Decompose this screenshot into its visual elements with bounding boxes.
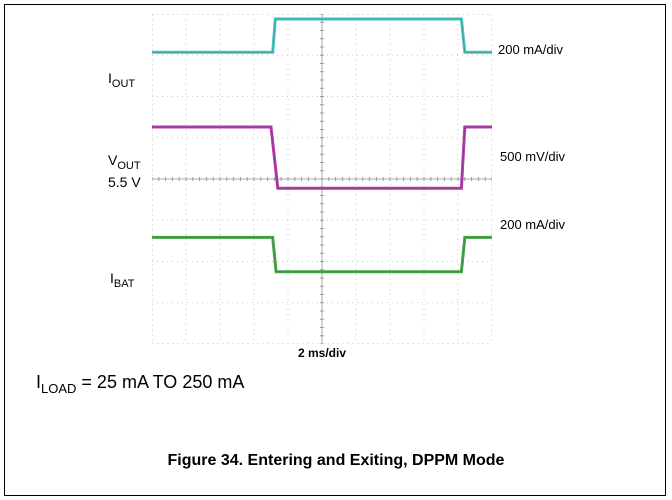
iout-label: IOUT — [108, 70, 136, 90]
oscilloscope-plot — [152, 14, 492, 344]
i-out-trace-noise — [152, 18, 492, 53]
vout-level-label: 5.5 V — [108, 174, 141, 190]
ibat-scale-label: 200 mA/div — [500, 217, 566, 232]
figure-caption: Figure 34. Entering and Exiting, DPPM Mo… — [167, 452, 505, 469]
i-out-trace — [152, 17, 492, 54]
figure-frame — [4, 4, 666, 496]
scope-traces — [152, 17, 492, 274]
i-bat-trace — [152, 235, 492, 274]
vout-label: VOUT — [108, 152, 141, 172]
i-bat-trace-noise — [152, 237, 492, 273]
timebase-label: 2 ms/div — [297, 346, 347, 360]
scope-grid — [152, 14, 492, 344]
iout-scale-label: 200 mA/div — [498, 42, 564, 57]
vout-scale-label: 500 mV/div — [500, 149, 566, 164]
ibat-label: IBAT — [110, 270, 135, 290]
v-out-trace-noise — [152, 126, 492, 189]
v-out-trace — [152, 125, 492, 190]
load-condition: ILOAD = 25 mA TO 250 mA — [36, 372, 245, 396]
